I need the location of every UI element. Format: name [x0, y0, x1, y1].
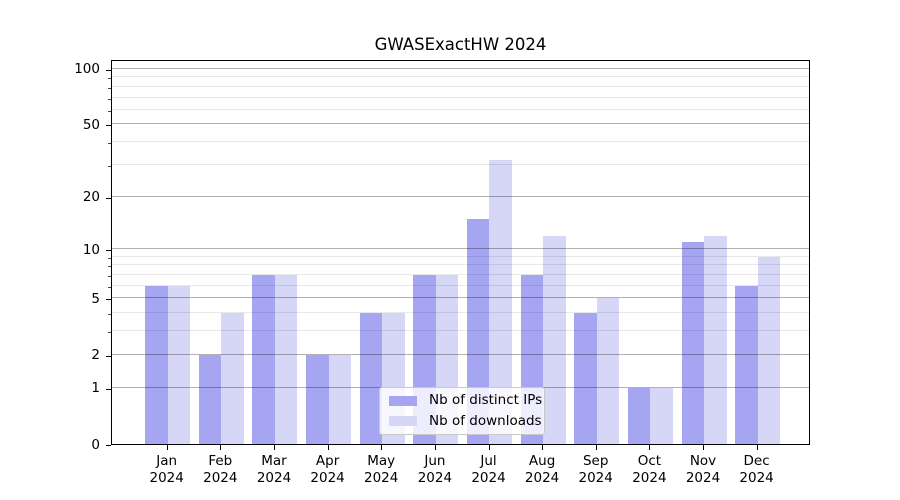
gridline-minor-9 [112, 255, 809, 257]
y-tick-label-2: 2 [91, 347, 100, 364]
gridline-minor-30 [112, 163, 809, 165]
x-tick-aug-2024 [542, 445, 544, 450]
y-minor-tick-80 [108, 87, 111, 89]
x-tick-label-jun-2024: Jun 2024 [417, 453, 453, 486]
x-tick-label-may-2024: May 2024 [364, 453, 399, 486]
bar-nb-of-downloads-jan-2024 [167, 285, 191, 444]
x-tick-oct-2024 [649, 445, 651, 450]
gridline-major-5 [112, 297, 809, 299]
gridline-major-20 [112, 195, 809, 197]
gridline-minor-90 [112, 76, 809, 78]
y-tick-label-1: 1 [91, 380, 100, 397]
x-tick-apr-2024 [327, 445, 329, 450]
bar-nb-of-downloads-feb-2024 [221, 313, 244, 444]
y-minor-tick-60 [108, 110, 111, 112]
y-tick-50 [106, 125, 111, 127]
bar-nb-of-distinct-ips-sep-2024 [574, 313, 597, 444]
x-tick-sep-2024 [595, 445, 597, 450]
y-tick-5 [106, 299, 111, 301]
bar-nb-of-downloads-apr-2024 [328, 354, 352, 444]
gridline-minor-60 [112, 108, 809, 110]
y-minor-tick-30 [108, 165, 111, 167]
gridline-minor-80 [112, 85, 809, 87]
bar-nb-of-distinct-ips-jan-2024 [145, 285, 168, 444]
bar-nb-of-downloads-aug-2024 [543, 235, 566, 444]
bar-nb-of-downloads-dec-2024 [757, 256, 781, 444]
x-tick-label-nov-2024: Nov 2024 [685, 453, 721, 486]
legend-swatch-downloads [389, 416, 417, 427]
x-tick-label-jul-2024: Jul 2024 [471, 453, 506, 486]
bar-nb-of-downloads-nov-2024 [704, 235, 727, 444]
bar-nb-of-distinct-ips-oct-2024 [627, 387, 651, 444]
x-tick-label-mar-2024: Mar 2024 [256, 453, 292, 486]
bar-nb-of-downloads-mar-2024 [274, 275, 298, 444]
gridline-major-100 [112, 67, 809, 69]
y-tick-10 [106, 250, 111, 252]
gridline-major-50 [112, 123, 809, 125]
x-tick-label-oct-2024: Oct 2024 [632, 453, 667, 486]
gridline-minor-8 [112, 264, 809, 266]
y-minor-tick-7 [108, 276, 111, 277]
x-tick-label-dec-2024: Dec 2024 [739, 453, 774, 486]
y-minor-tick-6 [108, 286, 111, 288]
legend: Nb of distinct IPs Nb of downloads [379, 387, 545, 435]
gridline-minor-6 [112, 284, 809, 286]
gridline-minor-70 [112, 96, 809, 98]
y-tick-100 [106, 69, 111, 71]
bar-nb-of-distinct-ips-may-2024 [359, 313, 383, 444]
x-tick-label-feb-2024: Feb 2024 [203, 453, 238, 486]
gridline-major-2 [112, 353, 809, 355]
x-tick-dec-2024 [756, 445, 758, 450]
gridline-minor-4 [112, 312, 809, 314]
y-tick-0 [106, 445, 111, 446]
y-minor-tick-90 [108, 78, 111, 80]
y-minor-tick-40 [108, 143, 111, 145]
bar-nb-of-distinct-ips-nov-2024 [681, 242, 704, 444]
y-tick-1 [106, 388, 111, 390]
x-tick-label-jan-2024: Jan 2024 [149, 453, 184, 486]
chart-title: GWASExactHW 2024 [374, 35, 547, 54]
bar-nb-of-downloads-sep-2024 [596, 298, 620, 444]
bar-nb-of-distinct-ips-dec-2024 [735, 285, 758, 444]
y-tick-2 [106, 355, 111, 357]
bar-nb-of-downloads-jul-2024 [489, 159, 512, 444]
x-tick-may-2024 [381, 445, 383, 450]
x-tick-feb-2024 [220, 445, 222, 450]
y-tick-label-5: 5 [91, 290, 100, 307]
legend-row-downloads: Nb of downloads [389, 412, 544, 429]
gridline-minor-3 [112, 330, 809, 332]
y-minor-tick-70 [108, 98, 111, 100]
gridline-minor-40 [112, 141, 809, 143]
x-tick-label-aug-2024: Aug 2024 [524, 453, 560, 486]
bar-nb-of-downloads-oct-2024 [650, 387, 673, 444]
bar-nb-of-distinct-ips-apr-2024 [306, 354, 329, 444]
y-tick-label-0: 0 [91, 436, 100, 453]
bar-nb-of-distinct-ips-mar-2024 [252, 275, 275, 444]
legend-row-distinct-ips: Nb of distinct IPs [389, 392, 544, 408]
gridline-minor-7 [112, 274, 809, 275]
plot-area: Nb of distinct IPs Nb of downloads [111, 60, 810, 445]
y-minor-tick-9 [108, 257, 111, 259]
legend-label-distinct-ips: Nb of distinct IPs [429, 392, 543, 408]
y-minor-tick-3 [108, 332, 111, 334]
y-tick-20 [106, 197, 111, 199]
x-tick-label-sep-2024: Sep 2024 [578, 453, 613, 486]
y-tick-label-10: 10 [82, 241, 100, 258]
y-minor-tick-8 [108, 266, 111, 268]
legend-swatch-distinct-ips [389, 395, 417, 406]
x-tick-label-apr-2024: Apr 2024 [310, 453, 345, 486]
x-tick-jul-2024 [488, 445, 490, 450]
y-minor-tick-4 [108, 314, 111, 316]
x-tick-mar-2024 [274, 445, 275, 450]
y-tick-label-20: 20 [82, 189, 100, 205]
gridline-major-10 [112, 248, 809, 250]
x-tick-jun-2024 [434, 445, 436, 450]
bar-nb-of-distinct-ips-feb-2024 [198, 354, 222, 444]
y-tick-label-100: 100 [74, 61, 100, 78]
legend-label-downloads: Nb of downloads [429, 412, 542, 429]
x-tick-nov-2024 [703, 445, 704, 450]
y-tick-label-50: 50 [82, 116, 100, 133]
x-tick-jan-2024 [166, 445, 168, 450]
